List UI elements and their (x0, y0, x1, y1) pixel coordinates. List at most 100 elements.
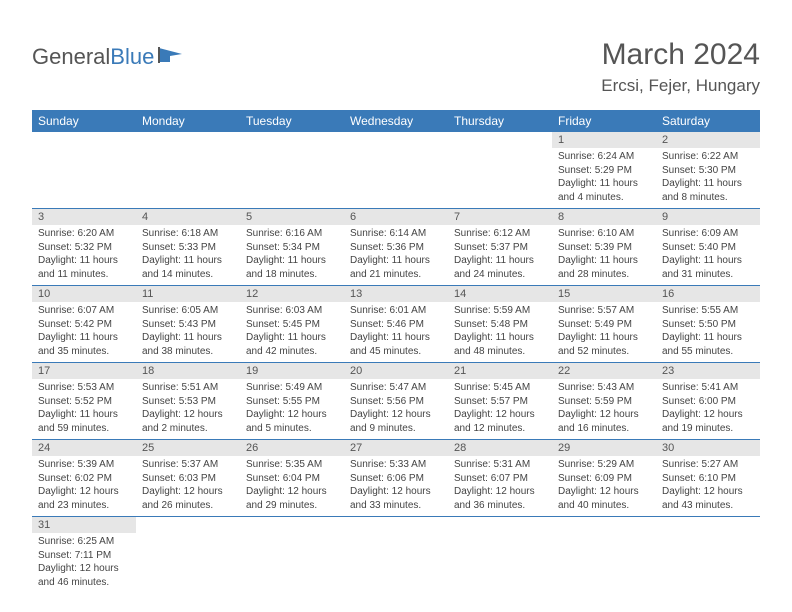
calendar-cell: 21Sunrise: 5:45 AMSunset: 5:57 PMDayligh… (448, 363, 552, 440)
sunset-text: Sunset: 5:45 PM (246, 318, 338, 332)
day-number: 4 (136, 209, 240, 225)
location: Ercsi, Fejer, Hungary (601, 76, 760, 96)
sunset-text: Sunset: 5:33 PM (142, 241, 234, 255)
sunset-text: Sunset: 6:02 PM (38, 472, 130, 486)
day-details: Sunrise: 6:09 AMSunset: 5:40 PMDaylight:… (656, 225, 760, 285)
day-number: 7 (448, 209, 552, 225)
calendar-cell (240, 132, 344, 209)
weekday-header: Saturday (656, 110, 760, 132)
day-number: 30 (656, 440, 760, 456)
day-details: Sunrise: 6:18 AMSunset: 5:33 PMDaylight:… (136, 225, 240, 285)
sunrise-text: Sunrise: 6:10 AM (558, 227, 650, 241)
sunrise-text: Sunrise: 6:18 AM (142, 227, 234, 241)
calendar-cell (344, 132, 448, 209)
sunset-text: Sunset: 5:36 PM (350, 241, 442, 255)
sunrise-text: Sunrise: 6:05 AM (142, 304, 234, 318)
day-details: Sunrise: 5:53 AMSunset: 5:52 PMDaylight:… (32, 379, 136, 439)
day-number: 14 (448, 286, 552, 302)
sunrise-text: Sunrise: 6:03 AM (246, 304, 338, 318)
sunset-text: Sunset: 5:57 PM (454, 395, 546, 409)
day-details: Sunrise: 5:27 AMSunset: 6:10 PMDaylight:… (656, 456, 760, 516)
day-details: Sunrise: 6:16 AMSunset: 5:34 PMDaylight:… (240, 225, 344, 285)
flag-icon (158, 46, 184, 69)
sunrise-text: Sunrise: 6:16 AM (246, 227, 338, 241)
day-number: 28 (448, 440, 552, 456)
sunset-text: Sunset: 5:40 PM (662, 241, 754, 255)
calendar-week: 10Sunrise: 6:07 AMSunset: 5:42 PMDayligh… (32, 286, 760, 363)
sunset-text: Sunset: 6:09 PM (558, 472, 650, 486)
calendar-cell: 20Sunrise: 5:47 AMSunset: 5:56 PMDayligh… (344, 363, 448, 440)
calendar-cell: 16Sunrise: 5:55 AMSunset: 5:50 PMDayligh… (656, 286, 760, 363)
daylight-text: Daylight: 12 hours and 19 minutes. (662, 408, 754, 435)
sunrise-text: Sunrise: 6:07 AM (38, 304, 130, 318)
day-details: Sunrise: 5:47 AMSunset: 5:56 PMDaylight:… (344, 379, 448, 439)
calendar-cell: 6Sunrise: 6:14 AMSunset: 5:36 PMDaylight… (344, 209, 448, 286)
title-block: March 2024 Ercsi, Fejer, Hungary (601, 38, 760, 96)
day-number: 6 (344, 209, 448, 225)
sunrise-text: Sunrise: 6:20 AM (38, 227, 130, 241)
day-number: 25 (136, 440, 240, 456)
sunrise-text: Sunrise: 5:33 AM (350, 458, 442, 472)
calendar-cell: 30Sunrise: 5:27 AMSunset: 6:10 PMDayligh… (656, 440, 760, 517)
day-number: 2 (656, 132, 760, 148)
sunrise-text: Sunrise: 5:49 AM (246, 381, 338, 395)
weekday-header: Thursday (448, 110, 552, 132)
calendar-cell (552, 517, 656, 594)
calendar-cell: 25Sunrise: 5:37 AMSunset: 6:03 PMDayligh… (136, 440, 240, 517)
sunset-text: Sunset: 5:52 PM (38, 395, 130, 409)
calendar-cell: 24Sunrise: 5:39 AMSunset: 6:02 PMDayligh… (32, 440, 136, 517)
daylight-text: Daylight: 12 hours and 26 minutes. (142, 485, 234, 512)
day-details: Sunrise: 6:20 AMSunset: 5:32 PMDaylight:… (32, 225, 136, 285)
day-details: Sunrise: 6:03 AMSunset: 5:45 PMDaylight:… (240, 302, 344, 362)
sunrise-text: Sunrise: 5:51 AM (142, 381, 234, 395)
daylight-text: Daylight: 12 hours and 46 minutes. (38, 562, 130, 589)
daylight-text: Daylight: 12 hours and 29 minutes. (246, 485, 338, 512)
day-number: 15 (552, 286, 656, 302)
day-details: Sunrise: 5:55 AMSunset: 5:50 PMDaylight:… (656, 302, 760, 362)
day-number: 12 (240, 286, 344, 302)
daylight-text: Daylight: 12 hours and 9 minutes. (350, 408, 442, 435)
day-details: Sunrise: 6:24 AMSunset: 5:29 PMDaylight:… (552, 148, 656, 208)
calendar-cell: 7Sunrise: 6:12 AMSunset: 5:37 PMDaylight… (448, 209, 552, 286)
calendar-cell: 14Sunrise: 5:59 AMSunset: 5:48 PMDayligh… (448, 286, 552, 363)
day-details: Sunrise: 6:10 AMSunset: 5:39 PMDaylight:… (552, 225, 656, 285)
calendar-cell (656, 517, 760, 594)
sunset-text: Sunset: 5:34 PM (246, 241, 338, 255)
daylight-text: Daylight: 12 hours and 33 minutes. (350, 485, 442, 512)
day-details: Sunrise: 5:43 AMSunset: 5:59 PMDaylight:… (552, 379, 656, 439)
sunrise-text: Sunrise: 5:41 AM (662, 381, 754, 395)
day-details: Sunrise: 5:33 AMSunset: 6:06 PMDaylight:… (344, 456, 448, 516)
daylight-text: Daylight: 11 hours and 59 minutes. (38, 408, 130, 435)
calendar-cell: 26Sunrise: 5:35 AMSunset: 6:04 PMDayligh… (240, 440, 344, 517)
day-number: 29 (552, 440, 656, 456)
day-details: Sunrise: 6:01 AMSunset: 5:46 PMDaylight:… (344, 302, 448, 362)
day-number: 26 (240, 440, 344, 456)
sunset-text: Sunset: 5:53 PM (142, 395, 234, 409)
calendar-cell: 15Sunrise: 5:57 AMSunset: 5:49 PMDayligh… (552, 286, 656, 363)
day-details: Sunrise: 5:39 AMSunset: 6:02 PMDaylight:… (32, 456, 136, 516)
sunset-text: Sunset: 5:50 PM (662, 318, 754, 332)
daylight-text: Daylight: 11 hours and 4 minutes. (558, 177, 650, 204)
daylight-text: Daylight: 12 hours and 43 minutes. (662, 485, 754, 512)
calendar-week: 24Sunrise: 5:39 AMSunset: 6:02 PMDayligh… (32, 440, 760, 517)
sunrise-text: Sunrise: 5:53 AM (38, 381, 130, 395)
daylight-text: Daylight: 11 hours and 24 minutes. (454, 254, 546, 281)
day-number: 24 (32, 440, 136, 456)
day-number: 21 (448, 363, 552, 379)
sunrise-text: Sunrise: 5:43 AM (558, 381, 650, 395)
sunrise-text: Sunrise: 5:47 AM (350, 381, 442, 395)
calendar-cell: 4Sunrise: 6:18 AMSunset: 5:33 PMDaylight… (136, 209, 240, 286)
day-number: 22 (552, 363, 656, 379)
daylight-text: Daylight: 11 hours and 8 minutes. (662, 177, 754, 204)
calendar-cell: 3Sunrise: 6:20 AMSunset: 5:32 PMDaylight… (32, 209, 136, 286)
calendar-cell: 29Sunrise: 5:29 AMSunset: 6:09 PMDayligh… (552, 440, 656, 517)
daylight-text: Daylight: 11 hours and 55 minutes. (662, 331, 754, 358)
calendar-cell (32, 132, 136, 209)
sunrise-text: Sunrise: 5:37 AM (142, 458, 234, 472)
sunrise-text: Sunrise: 5:55 AM (662, 304, 754, 318)
sunset-text: Sunset: 5:56 PM (350, 395, 442, 409)
daylight-text: Daylight: 11 hours and 31 minutes. (662, 254, 754, 281)
sunrise-text: Sunrise: 6:14 AM (350, 227, 442, 241)
weekday-row: SundayMondayTuesdayWednesdayThursdayFrid… (32, 110, 760, 132)
sunset-text: Sunset: 5:42 PM (38, 318, 130, 332)
